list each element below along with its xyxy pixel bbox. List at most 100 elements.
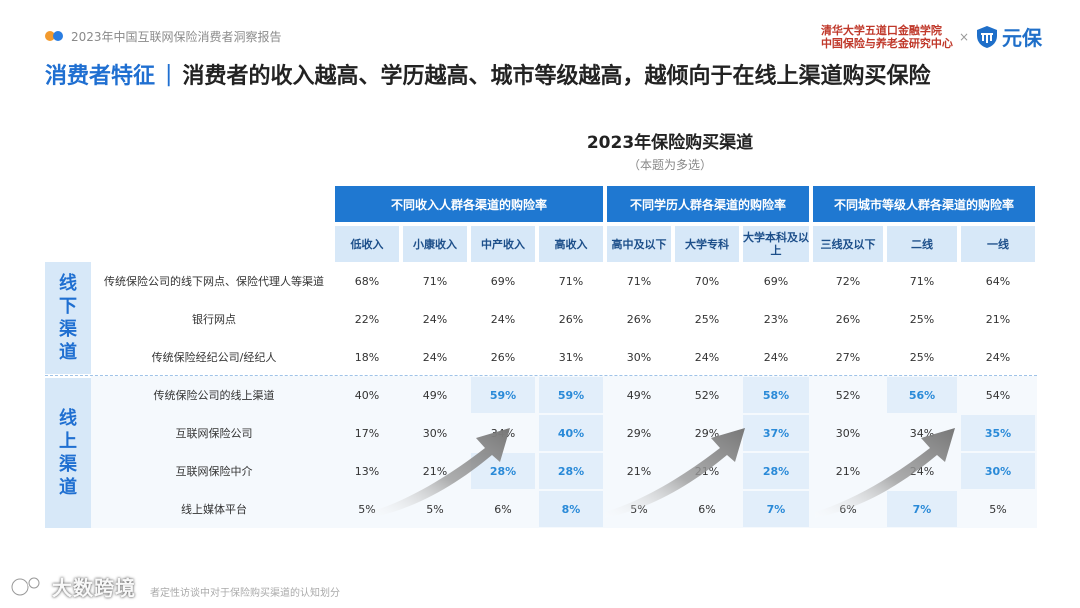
table-cell: 29%: [694, 426, 720, 440]
table-cell: 5%: [358, 502, 376, 516]
table-cell: 71%: [558, 274, 584, 288]
section-divider: [45, 375, 1037, 376]
title-separator: |: [165, 61, 173, 87]
table-cell: 25%: [909, 350, 935, 364]
section-label-char: 线: [59, 408, 77, 429]
table-cell: 7%: [743, 491, 809, 527]
table-cell: 18%: [354, 350, 380, 364]
table-cell: 68%: [354, 274, 380, 288]
group-header: 不同学历人群各渠道的购险率: [607, 186, 809, 222]
table-cell: 24%: [909, 464, 935, 478]
section-label-online: 线上渠道: [45, 378, 91, 528]
table-cell: 5%: [630, 502, 648, 516]
table-cell: 59%: [471, 377, 535, 413]
column-header: 低收入: [335, 226, 399, 262]
table-cell: 34%: [490, 426, 516, 440]
section-label-char: 渠: [59, 319, 77, 340]
row-label: 线上媒体平台: [181, 503, 247, 516]
table-cell: 69%: [490, 274, 516, 288]
table-cell: 30%: [961, 453, 1035, 489]
footnote: 者定性访谈中对于保险购买渠道的认知划分: [150, 588, 340, 599]
table-cell: 54%: [985, 388, 1011, 402]
table-cell: 72%: [835, 274, 861, 288]
partner-brand: 清华大学五道口金融学院 中国保险与养老金研究中心 × 元保: [821, 22, 1042, 51]
table-cell: 30%: [835, 426, 861, 440]
title-main: 消费者的收入越高、学历越高、城市等级越高，越倾向于在线上渠道购买保险: [182, 64, 931, 89]
section-label-char: 道: [59, 342, 77, 363]
row-label: 传统保险公司的线上渠道: [153, 389, 275, 402]
table-cell: 30%: [422, 426, 448, 440]
watermark: 大数跨境: [10, 572, 136, 601]
table-cell: 40%: [354, 388, 380, 402]
column-header: 一线: [961, 226, 1035, 262]
column-header: 大学专科: [675, 226, 739, 262]
table-cell: 40%: [539, 415, 603, 451]
section-label-char: 线: [59, 273, 77, 294]
partner-institution: 清华大学五道口金融学院 中国保险与养老金研究中心: [821, 24, 953, 50]
column-header: 高收入: [539, 226, 603, 262]
column-header: 三线及以下: [813, 226, 883, 262]
table-cell: 25%: [909, 312, 935, 326]
table-cell: 58%: [743, 377, 809, 413]
table-cell: 28%: [539, 453, 603, 489]
table-cell: 52%: [694, 388, 720, 402]
table-cell: 24%: [763, 350, 789, 364]
table-title: 2023年保险购买渠道: [586, 133, 754, 153]
section-label-char: 渠: [59, 454, 77, 475]
table-cell: 28%: [471, 453, 535, 489]
group-header: 不同收入人群各渠道的购险率: [335, 186, 603, 222]
table-cell: 24%: [422, 312, 448, 326]
table-cell: 21%: [626, 464, 652, 478]
table-cell: 26%: [490, 350, 516, 364]
section-label-char: 上: [59, 431, 77, 452]
column-header: 高中及以下: [607, 226, 671, 262]
row-label: 银行网点: [192, 313, 236, 326]
title-keyword: 消费者特征: [45, 64, 156, 89]
table-cell: 31%: [558, 350, 584, 364]
table-cell: 24%: [490, 312, 516, 326]
report-header: 2023年中国互联网保险消费者洞察报告: [45, 26, 282, 46]
table-cell: 24%: [985, 350, 1011, 364]
brand-dots-icon: [45, 31, 63, 41]
table-cell: 37%: [743, 415, 809, 451]
table-cell: 26%: [558, 312, 584, 326]
row-label: 互联网保险公司: [175, 427, 253, 440]
table-cell: 29%: [626, 426, 652, 440]
table-subtitle: （本题为多选）: [627, 158, 712, 172]
table-cell: 52%: [835, 388, 861, 402]
table-cell: 71%: [422, 274, 448, 288]
table-cell: 24%: [694, 350, 720, 364]
brand-logo: 元保: [975, 22, 1042, 51]
table-cell: 28%: [743, 453, 809, 489]
table-cell: 34%: [909, 426, 935, 440]
row-label: 互联网保险中介: [175, 465, 253, 478]
table-cell: 56%: [887, 377, 957, 413]
table-cell: 26%: [835, 312, 861, 326]
table-cell: 23%: [763, 312, 789, 326]
table-cell: 22%: [354, 312, 380, 326]
table-cell: 6%: [494, 502, 512, 516]
table-cell: 21%: [422, 464, 448, 478]
table-cell: 71%: [626, 274, 652, 288]
column-header: 中产收入: [471, 226, 535, 262]
column-header: 大学本科及以上: [743, 226, 809, 262]
section-label-char: 道: [59, 477, 77, 498]
table-cell: 21%: [694, 464, 720, 478]
table-cell: 5%: [426, 502, 444, 516]
watermark-text: 大数跨境: [52, 576, 136, 600]
table-cell: 8%: [539, 491, 603, 527]
group-header: 不同城市等级人群各渠道的购险率: [813, 186, 1035, 222]
partner-line-1: 清华大学五道口金融学院: [820, 23, 942, 37]
row-label: 传统保险经纪公司/经纪人: [151, 351, 277, 364]
table-cell: 21%: [835, 464, 861, 478]
table-cell: 69%: [763, 274, 789, 288]
report-title: 2023年中国互联网保险消费者洞察报告: [71, 29, 282, 44]
table-cell: 17%: [354, 426, 380, 440]
table-cell: 6%: [839, 502, 857, 516]
column-header: 二线: [887, 226, 957, 262]
brand-separator: ×: [958, 29, 969, 44]
column-header: 小康收入: [403, 226, 467, 262]
table-cell: 49%: [626, 388, 652, 402]
watermark-logo-icon: [10, 576, 41, 596]
table-cell: 24%: [422, 350, 448, 364]
